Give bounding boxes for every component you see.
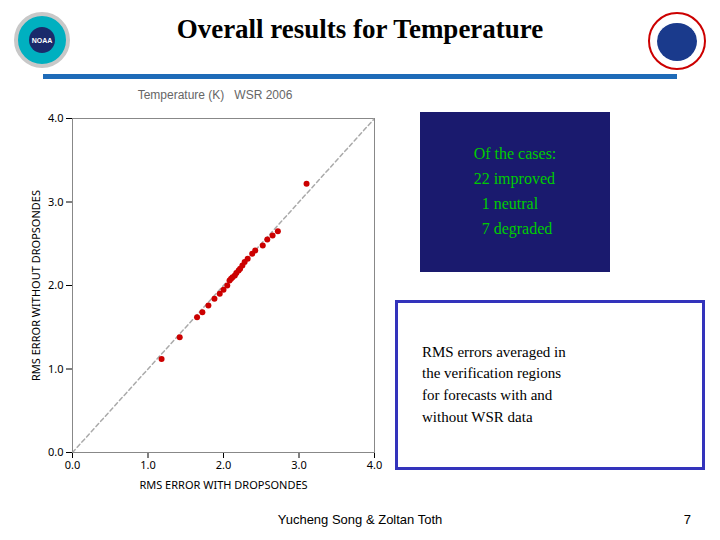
svg-text:3.0: 3.0: [291, 457, 307, 472]
html-text:Temperature (K) WSR 2006: Temperature (K) WSR 2006: [137, 88, 293, 102]
svg-text:4.0: 4.0: [367, 457, 383, 472]
svg-text:0.0: 0.0: [65, 457, 81, 472]
html-text:NOAA: NOAA: [31, 36, 53, 44]
svg-text:2.0: 2.0: [48, 277, 64, 292]
svg-text:3.0: 3.0: [48, 194, 64, 209]
html-text:Overall results for Temperatur: Overall results for Temperature: [176, 14, 544, 44]
svg-text:RMS ERROR WITHOUT DROPSONDES: RMS ERROR WITHOUT DROPSONDES: [28, 190, 43, 381]
html-text:Yucheng Song & Zoltan Toth: Yucheng Song & Zoltan Toth: [277, 512, 443, 527]
html-text:RMS errors averaged in the ver: RMS errors averaged in the verification …: [422, 343, 566, 425]
html-text:Of the cases: 22 improved 1 ne: Of the cases: 22 improved 1 neutral 7 de…: [473, 145, 557, 237]
svg-text:RMS ERROR WITH DROPSONDES: RMS ERROR WITH DROPSONDES: [139, 477, 307, 492]
svg-text:0.0: 0.0: [48, 444, 64, 459]
svg-text:1.0: 1.0: [48, 361, 64, 376]
svg-text:1.0: 1.0: [140, 457, 156, 472]
html-text:7: 7: [683, 512, 691, 527]
svg-text:4.0: 4.0: [48, 110, 64, 125]
svg-text:2.0: 2.0: [216, 457, 232, 472]
